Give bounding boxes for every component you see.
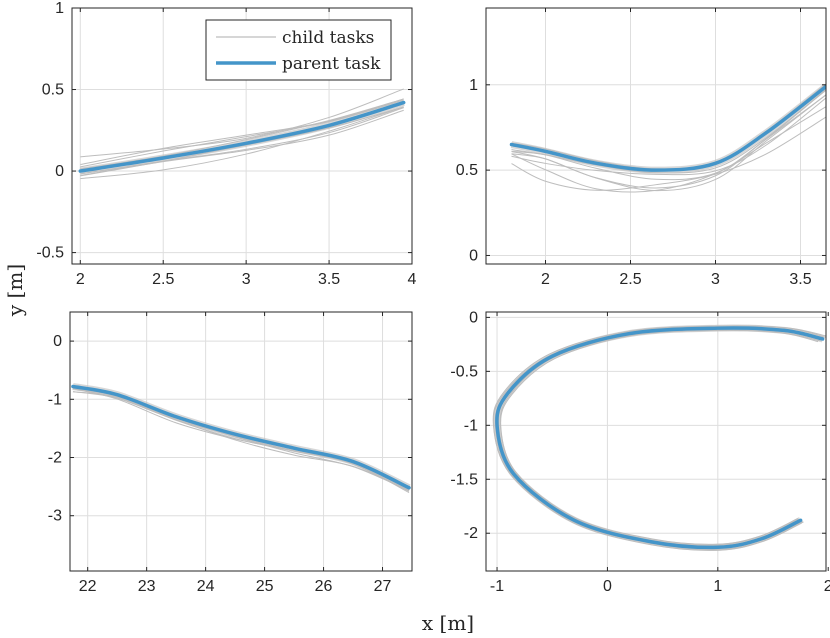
x-tick-label: 26 xyxy=(315,578,333,595)
plot-area xyxy=(71,383,411,494)
parent-task-line xyxy=(78,100,406,173)
x-tick-label: 3 xyxy=(711,271,720,288)
plot-area xyxy=(78,88,406,180)
x-tick-label: 2 xyxy=(76,271,85,288)
y-tick-label: 0 xyxy=(55,163,64,180)
y-tick-label: 0.5 xyxy=(456,162,478,179)
y-tick-label: 0.5 xyxy=(42,82,64,99)
y-tick-label: 0 xyxy=(53,333,62,350)
plot-area xyxy=(509,83,826,193)
x-tick-label: 23 xyxy=(138,578,156,595)
subplot-3: 22 23 24 25 26 27 -3 -2 -1 0 xyxy=(48,311,413,595)
x-tick-label: 24 xyxy=(197,578,215,595)
x-tick-label: -1 xyxy=(490,578,504,595)
y-tick-label: 1 xyxy=(469,77,478,94)
child-task-line xyxy=(80,98,404,170)
x-tick-label: 0 xyxy=(603,578,612,595)
y-tick-label: -0.5 xyxy=(36,245,64,262)
y-tick-label: -1.5 xyxy=(450,471,478,488)
x-tick-label: 3 xyxy=(242,271,251,288)
subplot-1: 2 2.5 3 3.5 4 -0.5 0 0.5 1 child tasks parent task xyxy=(36,0,416,288)
y-tick-label: -3 xyxy=(48,508,62,525)
plot-area xyxy=(492,324,826,551)
legend-child-label: child tasks xyxy=(282,28,374,48)
y-tick-label: 0 xyxy=(469,309,478,326)
legend-box xyxy=(205,19,392,81)
subplot-2: 2 2.5 3 3.5 0 0.5 1 xyxy=(456,7,827,288)
x-tick-label: 27 xyxy=(374,578,392,595)
legend: child tasks parent task xyxy=(205,19,392,81)
x-tick-label: 1 xyxy=(713,578,722,595)
y-tick-label: -0.5 xyxy=(450,363,478,380)
subplot-4: -1 0 1 2 -2 -1.5 -1 -0.5 0 xyxy=(450,309,830,595)
parent-task-line xyxy=(495,326,825,550)
axes-frame xyxy=(71,7,413,265)
x-tick-label: 4 xyxy=(408,271,417,288)
child-task-line xyxy=(72,388,410,494)
child-task-line xyxy=(80,98,404,166)
parent-task-line xyxy=(71,384,411,490)
x-tick-label: 3.5 xyxy=(318,271,340,288)
child-task-line xyxy=(511,116,826,191)
child-task-line xyxy=(500,329,819,545)
x-axis-label: x [m] xyxy=(422,611,474,635)
child-task-line xyxy=(511,94,826,192)
x-tick-label: 2 xyxy=(824,578,830,595)
child-task-line xyxy=(511,94,826,189)
y-axis-label: y [m] xyxy=(3,264,27,317)
x-tick-label: 2.5 xyxy=(619,271,641,288)
y-tick-label: -2 xyxy=(464,525,478,542)
axes-frame xyxy=(485,311,827,572)
parent-task-line xyxy=(509,84,826,172)
x-tick-label: 25 xyxy=(256,578,274,595)
y-tick-label: -1 xyxy=(48,391,62,408)
x-tick-label: 2 xyxy=(541,271,550,288)
y-tick-label: 1 xyxy=(55,0,64,17)
axes-frame xyxy=(69,311,413,572)
y-tick-label: -2 xyxy=(48,450,62,467)
child-task-line xyxy=(80,109,404,176)
x-tick-label: 3.5 xyxy=(789,271,811,288)
x-tick-label: 2.5 xyxy=(152,271,174,288)
y-tick-label: 0 xyxy=(469,247,478,264)
y-tick-label: -1 xyxy=(464,417,478,434)
x-tick-label: 22 xyxy=(79,578,97,595)
child-task-line xyxy=(80,106,404,180)
child-task-line xyxy=(80,88,404,158)
legend-parent-label: parent task xyxy=(282,54,381,74)
child-task-line xyxy=(72,391,410,491)
child-task-line xyxy=(511,97,826,176)
axes-frame xyxy=(485,7,827,265)
child-task-line xyxy=(80,99,404,168)
